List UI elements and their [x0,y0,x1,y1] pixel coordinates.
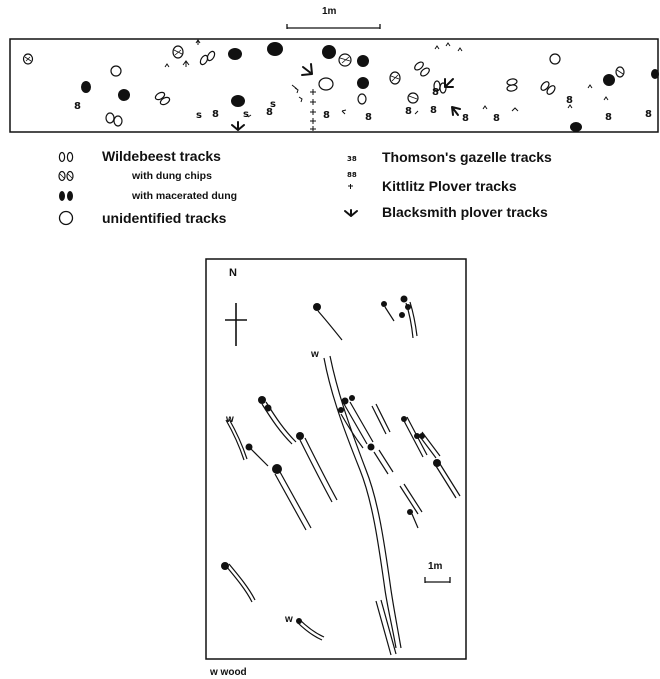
legend-blacksmith-plover: Blacksmith plover tracks [382,204,548,220]
svg-text:8: 8 [430,105,437,116]
svg-text:8: 8 [365,112,372,123]
legend-dung-chips: with dung chips [132,170,212,182]
wood-streaks [225,301,461,656]
svg-text:8: 8 [605,112,612,123]
svg-text:s: s [196,110,202,121]
svg-text:8: 8 [74,101,81,112]
map-frame [205,258,467,660]
wood-marker-2: w [226,414,234,425]
gazelle-tracks: 8 s 8 s 8 s 8 8 8 8 8 8 8 8 8 8 [74,87,652,124]
legend-thomsons-gazelle: Thomson's gazelle tracks [382,149,552,165]
svg-text:8: 8 [323,110,330,121]
svg-text:s: s [243,109,249,120]
wood-marker-3: w [285,614,293,625]
north-arrow [225,303,247,346]
dung-dots [221,295,441,624]
kittlitz-track-line [310,89,316,131]
svg-text:8: 8 [405,106,412,117]
top-scale-bar [286,24,381,29]
svg-text:88: 88 [347,171,357,179]
trackway-frame [9,38,659,133]
blacksmith-tracks [231,63,461,131]
map-scale-bar [424,577,451,583]
unidentified-tracks [110,53,561,91]
svg-text:8: 8 [266,107,273,118]
wood-key: w wood [210,667,247,678]
macerated-dung-tracks [81,42,659,132]
legend-macerated-dung: with macerated dung [132,190,238,202]
top-scale-label: 1m [322,6,337,17]
wildebeest-tracks [154,50,556,106]
kittlitz-tracks [164,39,609,118]
svg-text:8: 8 [212,109,219,120]
legend-kittlitz-plover: Kittlitz Plover tracks [382,178,517,194]
wood-marker-1: w [311,349,319,360]
svg-text:8: 8 [566,95,573,106]
map-scale-label: 1m [428,561,443,572]
svg-text:s: s [270,99,276,110]
svg-text:38: 38 [347,155,357,163]
legend-wildebeest: Wildebeest tracks [102,148,221,164]
svg-text:8: 8 [462,113,469,124]
svg-text:8: 8 [645,109,652,120]
svg-text:8: 8 [432,87,439,98]
svg-text:8: 8 [493,113,500,124]
north-label: N [229,267,237,279]
legend-unidentified: unidentified tracks [102,210,227,226]
legend-symbols: 38 88 [58,151,358,226]
